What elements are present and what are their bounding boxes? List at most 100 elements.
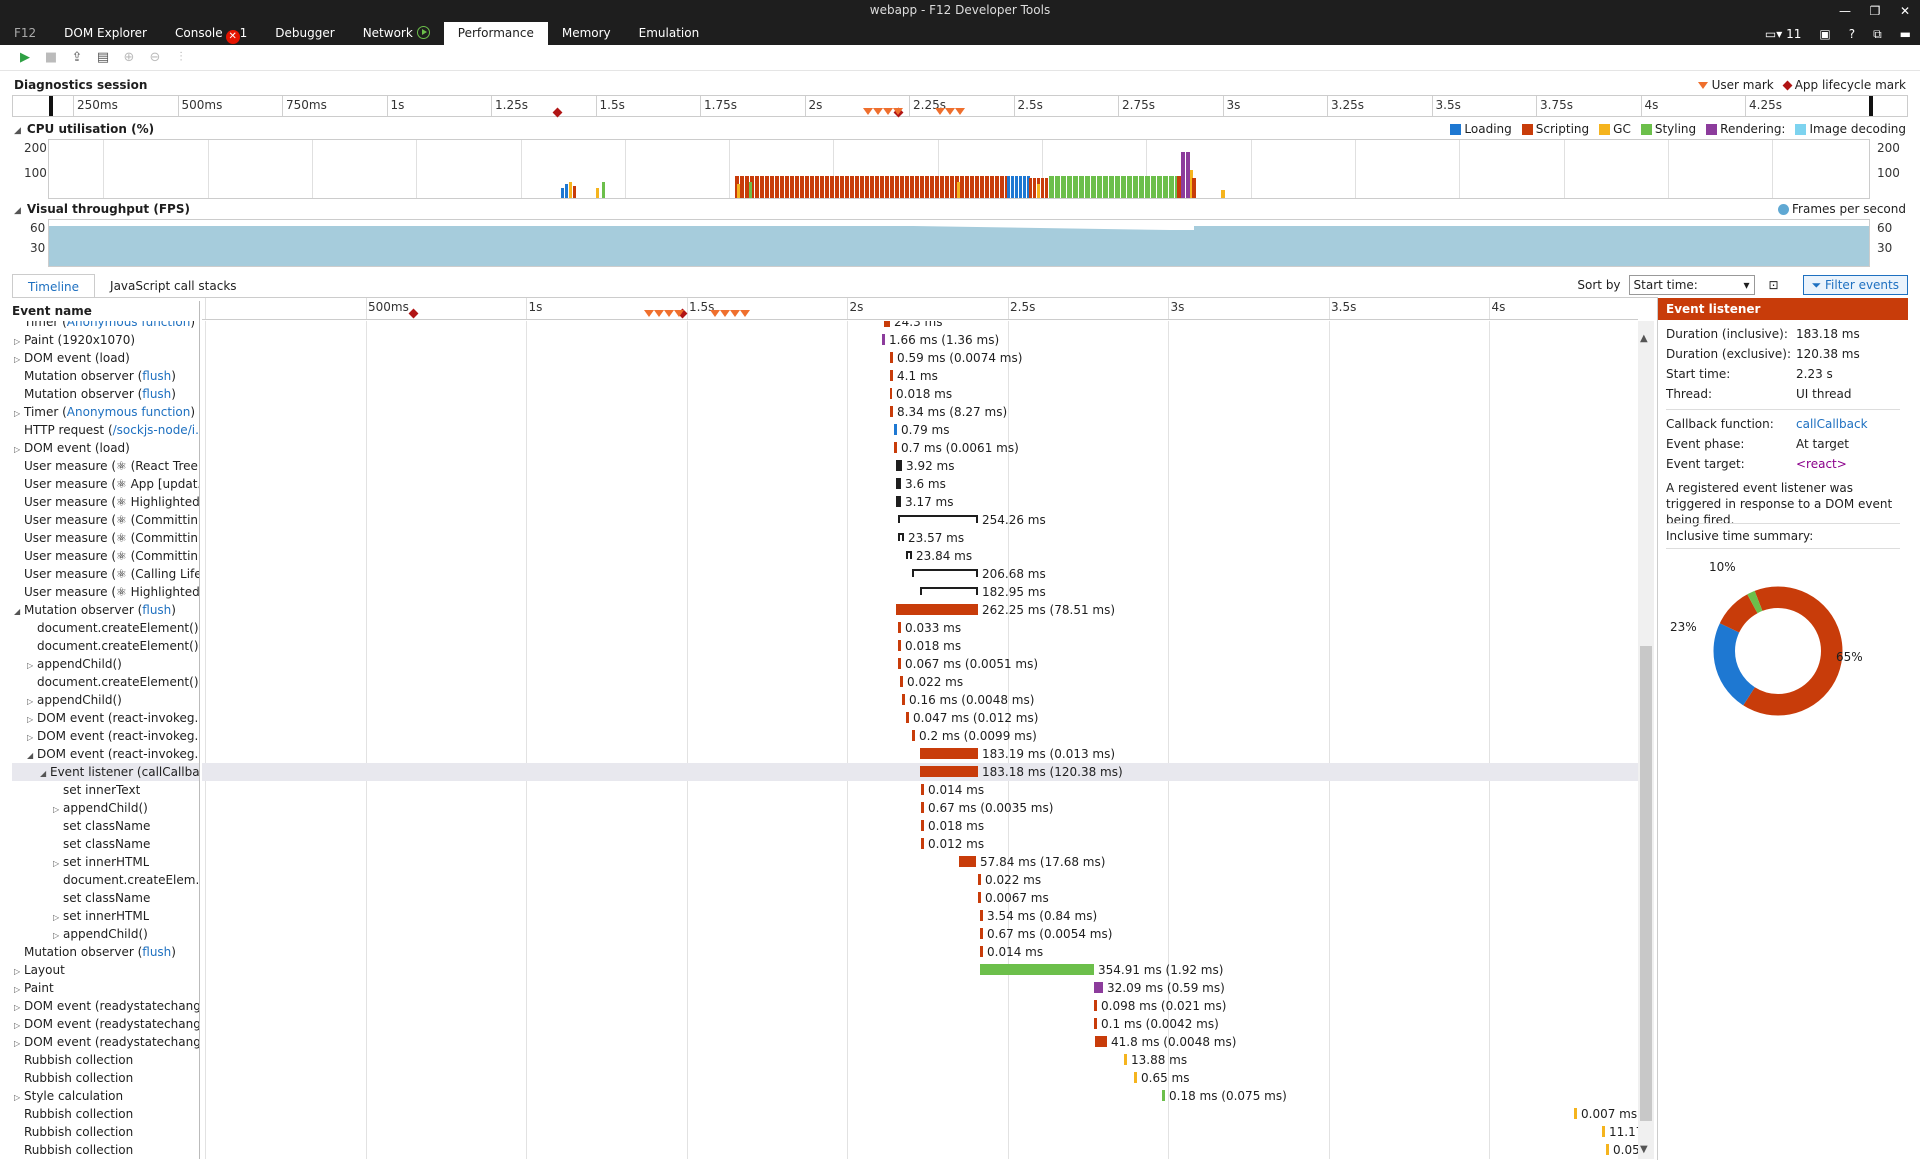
event-row[interactable]: ▷ Layout bbox=[12, 961, 65, 979]
tab-dom-explorer[interactable]: DOM Explorer bbox=[64, 26, 147, 40]
event-bar[interactable] bbox=[1124, 1054, 1127, 1065]
event-bar[interactable] bbox=[896, 478, 901, 489]
event-row[interactable]: set innerText bbox=[12, 781, 140, 799]
event-bar[interactable] bbox=[980, 910, 983, 921]
event-row[interactable]: set className bbox=[12, 889, 150, 907]
event-row[interactable]: User measure (⚛ (React Tree... bbox=[12, 457, 199, 475]
user-mark-icon[interactable] bbox=[674, 310, 684, 317]
event-bar[interactable] bbox=[1606, 1144, 1609, 1155]
event-bar[interactable] bbox=[1094, 1018, 1097, 1029]
event-bar[interactable] bbox=[894, 442, 897, 453]
event-row[interactable]: ◢ Mutation observer (flush) bbox=[12, 601, 176, 619]
event-row[interactable]: document.createElement() bbox=[12, 619, 199, 637]
tab-network[interactable]: Network bbox=[349, 22, 444, 45]
tab-timeline[interactable]: Timeline bbox=[12, 274, 96, 298]
scroll-up-icon[interactable]: ▲ bbox=[1640, 333, 1648, 344]
event-bar[interactable] bbox=[896, 604, 978, 615]
event-bar[interactable] bbox=[890, 370, 893, 381]
event-link[interactable]: /sockjs-node/i... bbox=[112, 423, 200, 437]
event-bar[interactable] bbox=[890, 352, 893, 363]
user-mark-icon[interactable] bbox=[883, 108, 893, 115]
tab-javascript-call-stacks[interactable]: JavaScript call stacks bbox=[110, 279, 237, 293]
event-link[interactable]: Anonymous function bbox=[66, 405, 191, 419]
tab-console[interactable]: Console ✕ 1 bbox=[161, 22, 261, 45]
expand-icon[interactable]: ▷ bbox=[14, 1093, 21, 1102]
user-measure-bracket[interactable] bbox=[906, 551, 912, 559]
event-row[interactable]: ▷ DOM event (readystatechange) bbox=[12, 997, 199, 1015]
user-mark-icon[interactable] bbox=[893, 108, 903, 115]
expand-icon[interactable]: ▷ bbox=[27, 715, 34, 724]
donut-slice[interactable] bbox=[1713, 586, 1843, 716]
event-bar[interactable] bbox=[980, 946, 983, 957]
expand-icon[interactable]: ▷ bbox=[27, 661, 34, 670]
undock-icon[interactable]: ⧉ bbox=[1873, 26, 1882, 41]
event-bar[interactable] bbox=[900, 676, 903, 687]
user-mark-icon[interactable] bbox=[955, 108, 965, 115]
event-bar[interactable] bbox=[1094, 1000, 1097, 1011]
event-bar[interactable] bbox=[896, 460, 902, 471]
diagnostics-ruler[interactable]: 250ms 500ms 750ms 1s 1.25s 1.5s 1.75s 2s 2.25s 2.… bbox=[12, 95, 1908, 118]
inclusive-time-donut[interactable] bbox=[1698, 571, 1858, 731]
event-bar[interactable] bbox=[921, 802, 924, 813]
user-mark-icon[interactable] bbox=[740, 310, 750, 317]
save-icon[interactable]: ▤ bbox=[96, 49, 110, 65]
collapse-icon[interactable]: ◢ bbox=[40, 769, 47, 778]
scroll-down-icon[interactable]: ▼ bbox=[1640, 1144, 1648, 1155]
expand-icon[interactable]: ▷ bbox=[53, 805, 60, 814]
collapse-icon[interactable]: ◢ bbox=[14, 607, 21, 616]
event-bar[interactable] bbox=[912, 730, 915, 741]
event-link[interactable]: flush bbox=[142, 387, 172, 401]
event-bar[interactable] bbox=[898, 658, 901, 669]
help-icon[interactable]: ? bbox=[1848, 27, 1856, 41]
event-row[interactable]: ▷ DOM event (react-invokeg... bbox=[12, 709, 199, 727]
expand-icon[interactable]: ▷ bbox=[27, 733, 34, 742]
event-row[interactable]: document.createElement() bbox=[12, 673, 199, 691]
event-bar[interactable] bbox=[882, 334, 885, 345]
event-row[interactable]: Timer (Anonymous function) bbox=[12, 321, 195, 331]
event-bar[interactable] bbox=[898, 640, 901, 651]
event-row[interactable]: User measure (⚛ Highlighted... bbox=[12, 493, 199, 511]
event-bar[interactable] bbox=[1094, 982, 1103, 993]
selection-start-handle[interactable] bbox=[49, 96, 53, 116]
event-row[interactable]: Rubbish collection bbox=[12, 1105, 133, 1123]
event-bar[interactable] bbox=[921, 820, 924, 831]
user-mark-icon[interactable] bbox=[664, 310, 674, 317]
close-icon[interactable]: ✕ bbox=[1899, 4, 1911, 18]
expand-icon[interactable]: ▷ bbox=[14, 337, 21, 346]
event-row[interactable]: Mutation observer (flush) bbox=[12, 367, 176, 385]
fps-chart[interactable] bbox=[48, 219, 1870, 267]
user-mark-icon[interactable] bbox=[654, 310, 664, 317]
scroll-thumb[interactable] bbox=[1640, 646, 1652, 1121]
callback-link[interactable]: callCallback bbox=[1796, 417, 1868, 431]
collapse-icon[interactable]: ◢ bbox=[14, 126, 21, 136]
event-row[interactable]: Rubbish collection bbox=[12, 1051, 133, 1069]
event-bar[interactable] bbox=[906, 712, 909, 723]
user-measure-bracket[interactable] bbox=[920, 587, 978, 595]
event-row[interactable]: ▷ DOM event (load) bbox=[12, 349, 130, 367]
event-row[interactable]: User measure (⚛ (Calling Life... bbox=[12, 565, 199, 583]
filter-events-button[interactable]: ⏷ Filter events bbox=[1802, 275, 1908, 295]
zoom-in-icon[interactable]: ⊕ bbox=[123, 49, 135, 65]
expand-icon[interactable]: ▷ bbox=[53, 913, 60, 922]
restore-icon[interactable]: ❐ bbox=[1869, 4, 1881, 18]
event-bar[interactable] bbox=[894, 424, 897, 435]
event-bar[interactable] bbox=[884, 321, 890, 327]
event-row[interactable]: Rubbish collection bbox=[12, 1069, 133, 1087]
cpu-chart[interactable] bbox=[48, 139, 1870, 199]
event-bar[interactable] bbox=[980, 928, 983, 939]
event-target-value[interactable]: <react> bbox=[1796, 457, 1847, 471]
expand-icon[interactable]: ▷ bbox=[14, 967, 21, 976]
stop-profiling-icon[interactable]: ■ bbox=[44, 49, 58, 65]
event-row[interactable]: ▷ appendChild() bbox=[12, 925, 148, 943]
event-bar[interactable] bbox=[898, 622, 901, 633]
lifecycle-mark-icon[interactable] bbox=[552, 107, 563, 118]
expand-icon[interactable]: ▷ bbox=[14, 985, 21, 994]
import-icon[interactable]: ⇪ bbox=[71, 49, 83, 65]
tab-emulation[interactable]: Emulation bbox=[638, 26, 700, 40]
user-mark-icon[interactable] bbox=[945, 108, 955, 115]
event-bar[interactable] bbox=[1602, 1126, 1605, 1137]
user-measure-bracket[interactable] bbox=[898, 533, 904, 541]
collapse-icon[interactable]: ◢ bbox=[27, 751, 34, 760]
event-link[interactable]: Anonymous function bbox=[66, 321, 191, 329]
event-bar[interactable] bbox=[1095, 1036, 1107, 1047]
